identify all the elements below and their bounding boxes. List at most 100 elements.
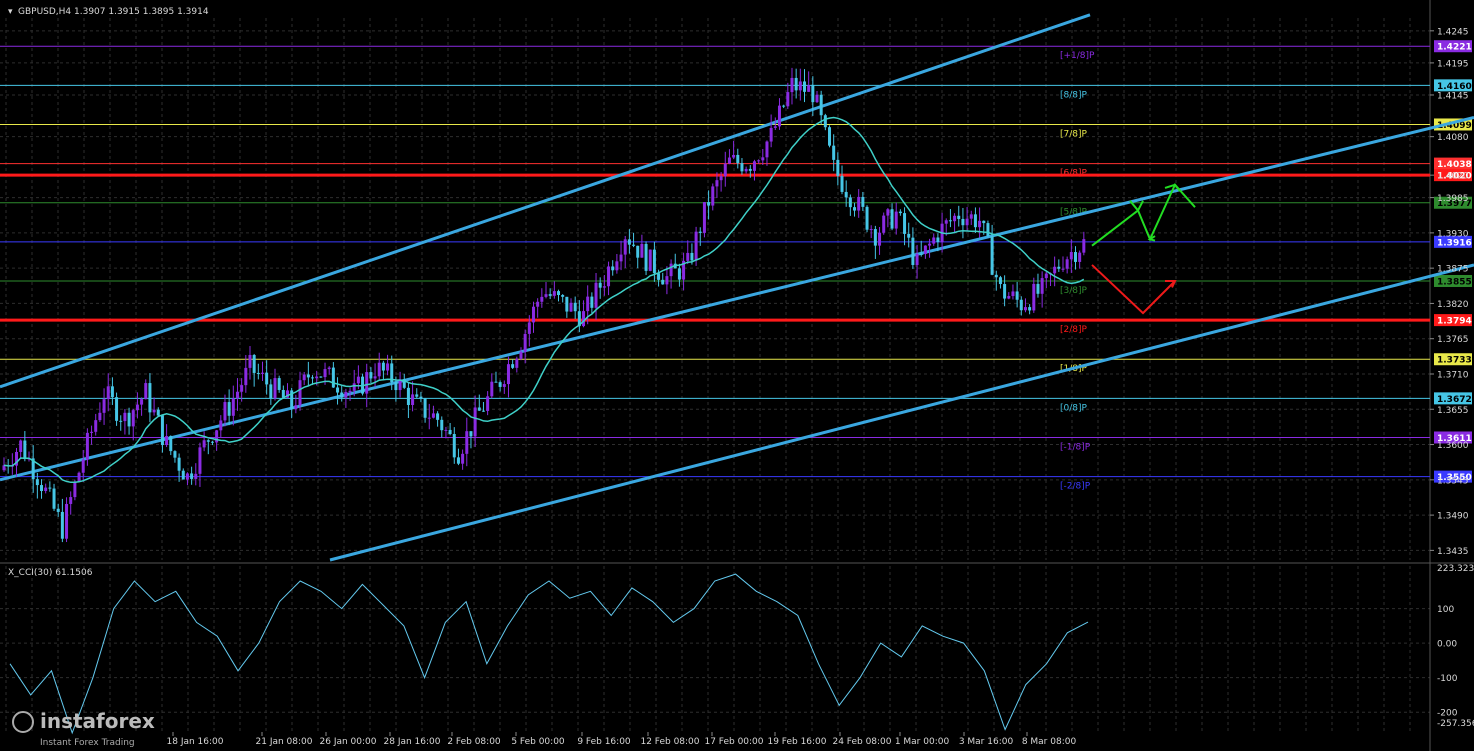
price-badge-text: 1.3611: [1437, 434, 1472, 444]
candle-body: [115, 397, 119, 421]
candle-body: [102, 399, 106, 413]
candle-body: [552, 291, 556, 296]
candle-body: [152, 409, 156, 413]
candle-body: [1011, 291, 1015, 297]
candle-body: [798, 81, 802, 91]
candle-body: [978, 220, 982, 228]
price-badge-text: 1.4020: [1437, 172, 1472, 182]
candle-body: [427, 417, 431, 419]
candle-body: [994, 274, 998, 278]
candle-body: [231, 398, 235, 416]
cci-tick-label: -200: [1437, 709, 1458, 719]
candle-body: [290, 390, 294, 409]
candle-body: [682, 260, 686, 280]
level-label: [7/8]P: [1060, 129, 1088, 139]
candle-body: [440, 419, 444, 431]
candle-body: [311, 377, 315, 379]
level-label: [2/8]P: [1060, 325, 1088, 335]
candle-body: [869, 229, 873, 231]
candle-body: [402, 379, 406, 388]
symbol-header: GBPUSD,H4 1.3907 1.3915 1.3895 1.3914: [18, 7, 209, 17]
y-tick-label: 1.3930: [1437, 229, 1469, 239]
candle-body: [1065, 259, 1069, 269]
candle-body: [498, 382, 502, 387]
candle-body: [577, 311, 581, 327]
candle-body: [256, 372, 260, 374]
level-label: [6/8]P: [1060, 169, 1088, 179]
price-axis: 1.42451.41951.41451.40801.40201.39851.39…: [1430, 27, 1469, 557]
candle-body: [377, 362, 381, 377]
price-badge-text: 1.3733: [1437, 356, 1472, 366]
candle-body: [932, 237, 936, 244]
candle-body: [60, 511, 64, 539]
price-badge-text: 1.3916: [1437, 238, 1472, 248]
candle-body: [602, 286, 606, 288]
channel-lines: [0, 13, 1474, 562]
y-tick-label: 1.3655: [1437, 406, 1469, 416]
candle-body: [694, 231, 698, 261]
candle-body: [315, 376, 319, 379]
candle-body: [815, 94, 819, 103]
candle-body: [915, 253, 919, 265]
candle-body: [19, 440, 23, 452]
candle-body: [481, 410, 485, 412]
candle-body: [1061, 268, 1065, 270]
candle-body: [119, 420, 123, 422]
candle-body: [502, 384, 506, 387]
candle-body: [44, 487, 48, 492]
cci-bottom-label: -257.356: [1437, 719, 1474, 729]
candle-body: [1023, 307, 1027, 311]
candle-body: [223, 402, 227, 421]
ma-line: [3, 116, 1085, 484]
y-tick-label: 1.4080: [1437, 133, 1469, 143]
candle-body: [373, 376, 377, 379]
candle-body: [98, 412, 102, 421]
candle-body: [423, 398, 427, 418]
price-badge-text: 1.4160: [1437, 82, 1472, 92]
candle-body: [936, 237, 940, 243]
y-tick-label: 1.3490: [1437, 512, 1469, 522]
candle-body: [548, 294, 552, 296]
price-badge-text: 1.3794: [1437, 317, 1472, 327]
candle-body: [661, 279, 665, 285]
candle-body: [340, 392, 344, 398]
candle-body: [69, 497, 73, 504]
candle-body: [582, 311, 586, 327]
candle-body: [769, 127, 773, 142]
price-badge: [1434, 169, 1472, 182]
price-badge: [1434, 314, 1472, 327]
candle-body: [56, 508, 60, 512]
y-tick-label: 1.3600: [1437, 441, 1469, 451]
candle-body: [344, 392, 348, 398]
candle-body: [790, 77, 794, 93]
candle-body: [444, 429, 448, 431]
candle-body: [85, 432, 89, 460]
candle-body: [1069, 252, 1073, 260]
candle-body: [135, 404, 139, 411]
price-badge: [1434, 79, 1472, 92]
candle-body: [286, 390, 290, 398]
price-badge-text: 1.4038: [1437, 160, 1472, 170]
candle-body: [2, 465, 6, 471]
candle-body: [148, 383, 152, 413]
murrey-levels: [+1/8]P 1.4221 [8/8]P 1.4160 [7/8]P 1.4099 [6/…: [0, 40, 1472, 492]
candle-body: [1053, 266, 1057, 274]
candle-body: [773, 126, 777, 128]
candle-body: [1019, 299, 1023, 311]
candle-body: [190, 473, 194, 479]
level-label: [-2/8]P: [1060, 482, 1091, 492]
candle-body: [828, 127, 832, 146]
arrow-head: [1147, 235, 1156, 242]
candle-body: [998, 277, 1002, 285]
candle-body: [1028, 307, 1032, 311]
candle-body: [811, 85, 815, 103]
candle-body: [802, 81, 806, 92]
candle-body: [623, 239, 627, 255]
candle-body: [782, 105, 786, 107]
candle-body: [961, 218, 965, 226]
candle-body: [648, 249, 652, 271]
x-tick-label: 24 Feb 08:00: [832, 737, 891, 747]
candle-body: [590, 296, 594, 308]
menu-triangle-icon[interactable]: ▾: [8, 7, 13, 17]
candle-body: [986, 223, 990, 237]
